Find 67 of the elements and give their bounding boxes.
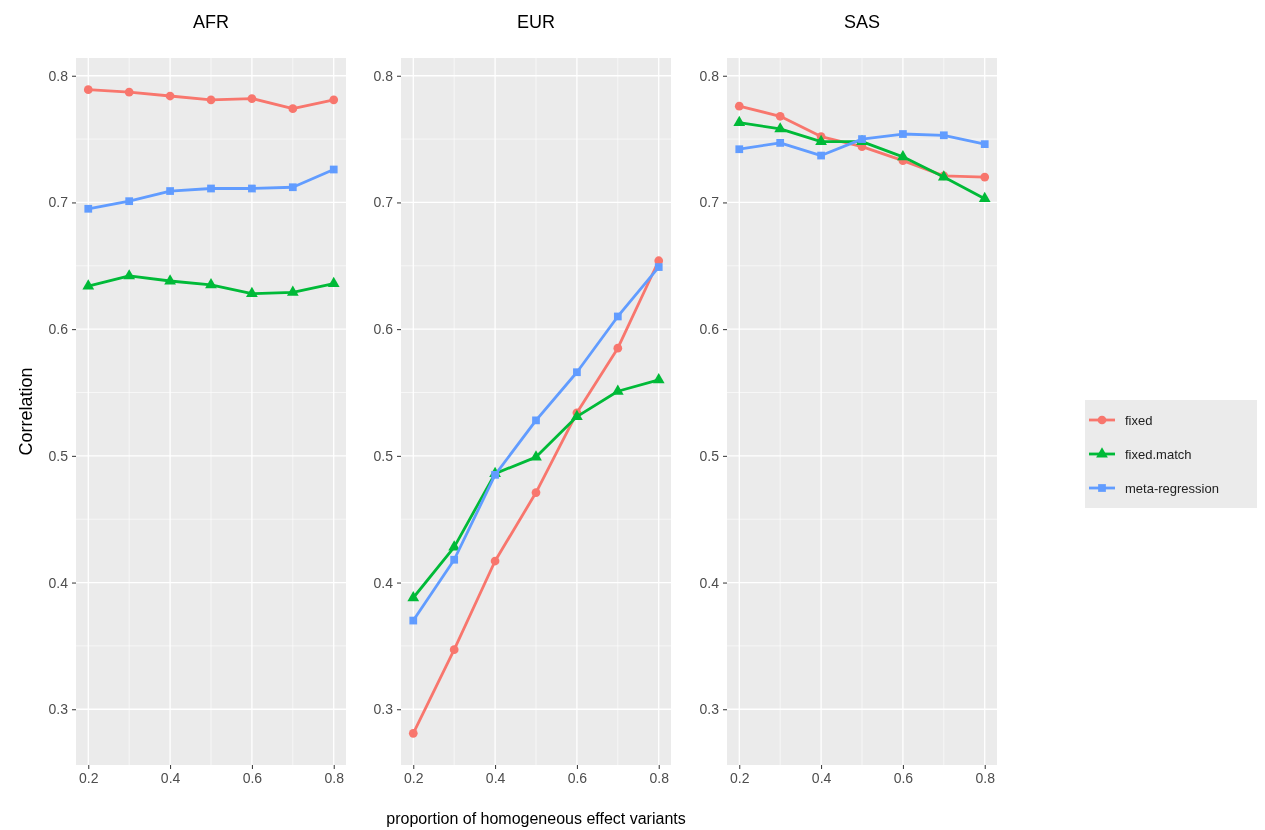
point [407, 590, 420, 602]
point [450, 555, 459, 564]
point [652, 373, 665, 384]
point [530, 450, 542, 461]
point [654, 263, 663, 271]
y-tick-label: 0.4 [699, 574, 720, 591]
point [613, 312, 622, 321]
y-tick-label: 0.5 [373, 447, 394, 464]
point [613, 343, 623, 353]
point [733, 115, 746, 127]
x-tick-label: 0.4 [811, 769, 832, 786]
y-tick-label: 0.7 [373, 194, 394, 211]
x-tick-label: 0.8 [975, 769, 996, 786]
x-tick-label: 0.8 [649, 769, 670, 786]
point [532, 416, 540, 425]
y-tick-label: 0.5 [699, 447, 720, 464]
x-axis-title: proportion of homogeneous effect variants [386, 810, 686, 827]
x-tick-label: 0.6 [242, 769, 263, 786]
point [573, 368, 581, 377]
point [980, 172, 990, 182]
chart-title: AFR [193, 12, 229, 32]
y-tick-label: 0.6 [699, 321, 720, 338]
point [899, 130, 907, 138]
point [491, 470, 499, 479]
y-tick-label: 0.8 [373, 67, 394, 84]
point [408, 728, 418, 738]
point [735, 145, 744, 154]
x-tick-label: 0.4 [160, 769, 181, 786]
point [939, 131, 948, 140]
point [817, 151, 825, 160]
point [531, 488, 541, 497]
point [980, 140, 989, 149]
point [776, 139, 785, 147]
y-tick-label: 0.8 [699, 67, 720, 84]
x-tick-label: 0.8 [324, 769, 345, 786]
y-tick-label: 0.6 [48, 321, 69, 338]
x-tick-label: 0.2 [730, 769, 750, 786]
y-axis-title: Correlation [16, 367, 36, 456]
point [409, 616, 418, 625]
x-tick-label: 0.2 [404, 769, 424, 786]
y-tick-label: 0.7 [699, 194, 720, 211]
y-tick-label: 0.8 [48, 67, 69, 84]
x-tick-label: 0.2 [79, 769, 99, 786]
y-tick-label: 0.3 [48, 701, 69, 718]
x-tick-label: 0.6 [893, 769, 914, 786]
point [490, 556, 500, 566]
chart-title: SAS [843, 12, 881, 32]
x-tick-label: 0.4 [485, 769, 506, 786]
y-tick-label: 0.6 [373, 321, 394, 338]
point [774, 122, 787, 133]
point [978, 191, 991, 203]
point [734, 101, 744, 111]
y-tick-label: 0.5 [48, 447, 69, 464]
point [897, 150, 909, 161]
y-tick-label: 0.3 [373, 701, 394, 718]
point [775, 111, 785, 121]
y-tick-label: 0.7 [48, 194, 69, 211]
y-tick-label: 0.4 [48, 574, 69, 591]
x-tick-label: 0.6 [567, 769, 588, 786]
y-tick-label: 0.4 [373, 574, 394, 591]
legend-label: fixed.match [1125, 447, 1192, 462]
chart-title: EUR [516, 12, 556, 32]
y-tick-label: 0.3 [699, 701, 720, 718]
legend-label: meta-regression [1125, 481, 1219, 496]
point [449, 645, 459, 655]
point [815, 134, 827, 146]
legend-label: fixed [1125, 413, 1153, 428]
